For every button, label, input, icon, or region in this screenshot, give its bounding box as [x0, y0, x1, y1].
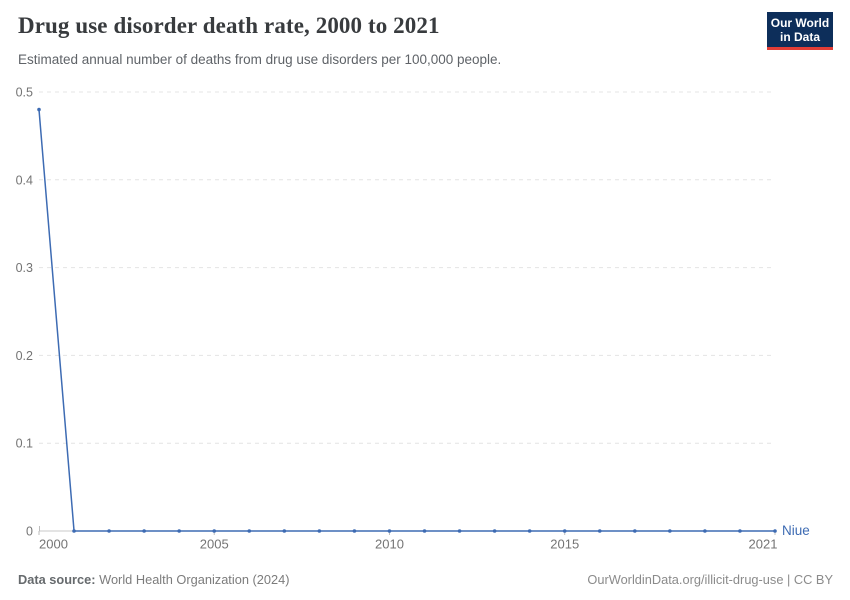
y-tick-label: 0.3	[16, 261, 33, 275]
data-line[interactable]	[38, 109, 775, 532]
x-tick-label: 2005	[200, 537, 229, 552]
data-source: Data source: World Health Organization (…	[18, 572, 290, 587]
data-point[interactable]	[527, 529, 532, 533]
data-point[interactable]	[738, 529, 742, 533]
data-point[interactable]	[107, 529, 111, 533]
data-point[interactable]	[457, 529, 462, 533]
y-tick-label: 0.2	[16, 349, 33, 363]
owid-logo[interactable]: Our World in Data	[767, 12, 833, 50]
data-point[interactable]	[422, 529, 427, 533]
data-source-value: World Health Organization (2024)	[99, 572, 290, 587]
y-tick-label: 0.5	[16, 86, 33, 100]
x-tick-label: 2000	[39, 537, 68, 552]
data-point[interactable]	[668, 529, 672, 533]
owid-logo-line1: Our World	[770, 16, 830, 30]
owid-logo-line2: in Data	[779, 30, 820, 44]
data-point[interactable]	[142, 529, 146, 533]
series-label-niue[interactable]: Niue	[782, 523, 810, 538]
chart-footer: Data source: World Health Organization (…	[18, 572, 833, 587]
data-point[interactable]	[773, 529, 777, 533]
page-title: Drug use disorder death rate, 2000 to 20…	[18, 13, 440, 38]
data-point[interactable]	[703, 529, 707, 533]
data-point[interactable]	[177, 529, 181, 533]
data-point[interactable]	[72, 529, 76, 533]
x-tick-label: 2021	[749, 537, 778, 552]
data-point[interactable]	[282, 529, 287, 533]
data-point[interactable]	[597, 529, 602, 533]
data-point[interactable]	[633, 529, 637, 533]
data-point[interactable]	[37, 107, 41, 112]
data-point[interactable]	[317, 529, 322, 533]
chart-subtitle: Estimated annual number of deaths from d…	[18, 52, 502, 67]
data-point[interactable]	[387, 529, 392, 533]
data-point[interactable]	[247, 529, 252, 533]
data-point[interactable]	[212, 529, 217, 533]
data-source-label: Data source:	[18, 572, 96, 587]
data-point[interactable]	[492, 529, 497, 533]
x-tick-label: 2010	[375, 537, 404, 552]
x-tick-label: 2015	[550, 537, 579, 552]
attribution-link[interactable]: OurWorldinData.org/illicit-drug-use | CC…	[587, 572, 833, 587]
data-point[interactable]	[352, 529, 357, 533]
y-tick-label: 0.1	[16, 437, 33, 451]
data-point[interactable]	[562, 529, 567, 533]
y-tick-label: 0.4	[16, 173, 33, 187]
y-tick-label: 0	[26, 525, 33, 539]
